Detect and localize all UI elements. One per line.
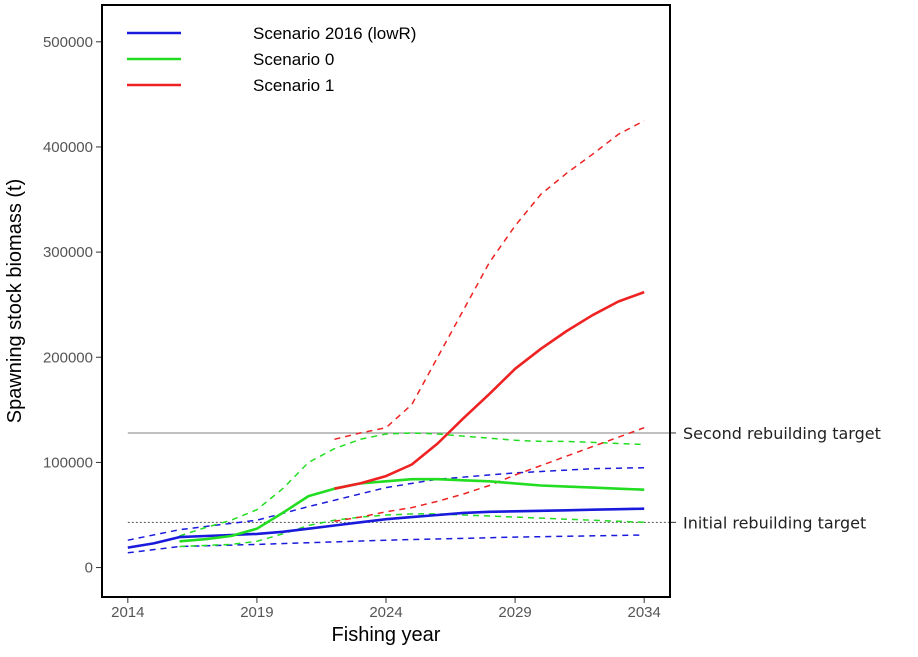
reference-label: Initial rebuilding target: [683, 513, 866, 532]
series-2-upper-line: [334, 120, 645, 441]
series-2-lower-line: [334, 426, 645, 523]
y-tick-label: 300000: [43, 244, 93, 261]
legend: Scenario 2016 (lowR) Scenario 0 Scenario 1: [127, 24, 416, 95]
y-tick-label: 400000: [43, 139, 93, 156]
plot-frame: [101, 4, 671, 598]
x-tick-label: 2029: [498, 604, 531, 621]
x-tick-label: 2034: [627, 604, 660, 621]
series-0-lower-line: [127, 534, 645, 554]
series-0-median-line: [127, 507, 645, 549]
axes: 2014 2019 2024 2029 2034 0 100000 200000 300000 4…: [43, 34, 661, 621]
legend-label: Scenario 2016 (lowR): [253, 24, 416, 43]
x-tick-label: 2019: [240, 604, 273, 621]
reference-labels: Second rebuilding target Initial rebuildi…: [671, 424, 881, 532]
legend-label: Scenario 1: [253, 76, 334, 95]
y-tick-label: 500000: [43, 34, 93, 51]
y-tick-label: 100000: [43, 454, 93, 471]
y-tick-label: 200000: [43, 349, 93, 366]
x-tick-label: 2024: [369, 604, 402, 621]
series-2-median-line: [334, 290, 645, 490]
x-axis-title: Fishing year: [332, 624, 441, 646]
series-0-upper-line: [127, 466, 645, 541]
x-tick-label: 2014: [111, 604, 144, 621]
legend-label: Scenario 0: [253, 50, 334, 69]
y-axis-title: Spawning stock biomass (t): [4, 179, 26, 424]
series-1-upper-line: [179, 432, 645, 537]
plot-content: [127, 120, 670, 554]
series-1-lower-line: [179, 513, 645, 548]
reference-label: Second rebuilding target: [683, 424, 881, 443]
series-1-median-line: [179, 477, 645, 543]
y-tick-label: 0: [85, 560, 93, 577]
